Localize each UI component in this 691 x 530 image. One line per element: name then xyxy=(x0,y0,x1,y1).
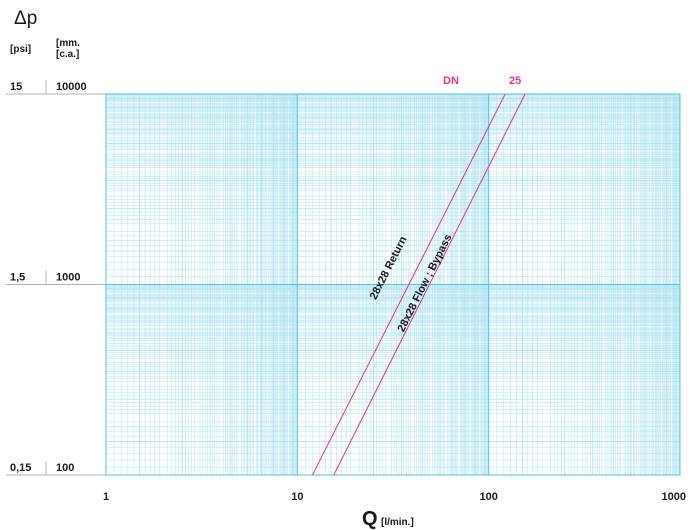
y-tick-label-psi: 15 xyxy=(10,81,22,93)
dn-label: DN xyxy=(443,75,459,87)
y-tick-label-psi: 1,5 xyxy=(10,272,25,284)
chart-series xyxy=(312,93,526,476)
series-line xyxy=(333,93,526,476)
y-axis-ticks: 15 10000 1,5 1000 0,15 100 xyxy=(6,80,106,476)
x-tick-label: 1 xyxy=(103,491,109,503)
dn-value: 25 xyxy=(509,75,521,87)
x-axis-unit-label: [l/min.] xyxy=(381,517,414,528)
mm-unit-label-line1: [mm. xyxy=(56,38,80,49)
delta-p-label: Δp xyxy=(14,8,37,29)
y-tick-label-mm: 100 xyxy=(56,462,74,474)
y-tick-label-mm: 10000 xyxy=(56,81,87,93)
y-tick-label-mm: 1000 xyxy=(56,272,80,284)
mm-unit-label-line2: [c.a.] xyxy=(56,49,79,60)
x-tick-label: 1000 xyxy=(662,491,686,503)
x-axis-ticks: 1 10 100 1000 xyxy=(103,491,686,503)
x-tick-label: 100 xyxy=(479,491,497,503)
psi-unit-label: [psi] xyxy=(10,44,31,55)
series-line xyxy=(312,93,506,476)
y-tick-label-psi: 0,15 xyxy=(10,462,31,474)
x-axis-q-label: Q xyxy=(362,508,378,530)
x-tick-label: 10 xyxy=(291,491,303,503)
chart-grid xyxy=(105,93,681,476)
